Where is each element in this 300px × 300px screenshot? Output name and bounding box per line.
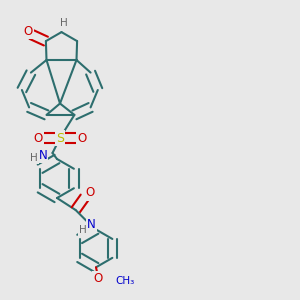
Text: O: O — [93, 272, 102, 285]
Text: O: O — [77, 131, 86, 145]
Text: O: O — [24, 25, 33, 38]
Text: H: H — [30, 153, 38, 163]
Text: H: H — [79, 225, 86, 236]
Text: O: O — [34, 131, 43, 145]
Text: S: S — [56, 131, 64, 145]
Text: H: H — [60, 17, 68, 28]
Text: N: N — [38, 149, 47, 162]
Text: CH₃: CH₃ — [115, 275, 134, 286]
Text: O: O — [85, 186, 94, 200]
Text: N: N — [87, 218, 96, 232]
